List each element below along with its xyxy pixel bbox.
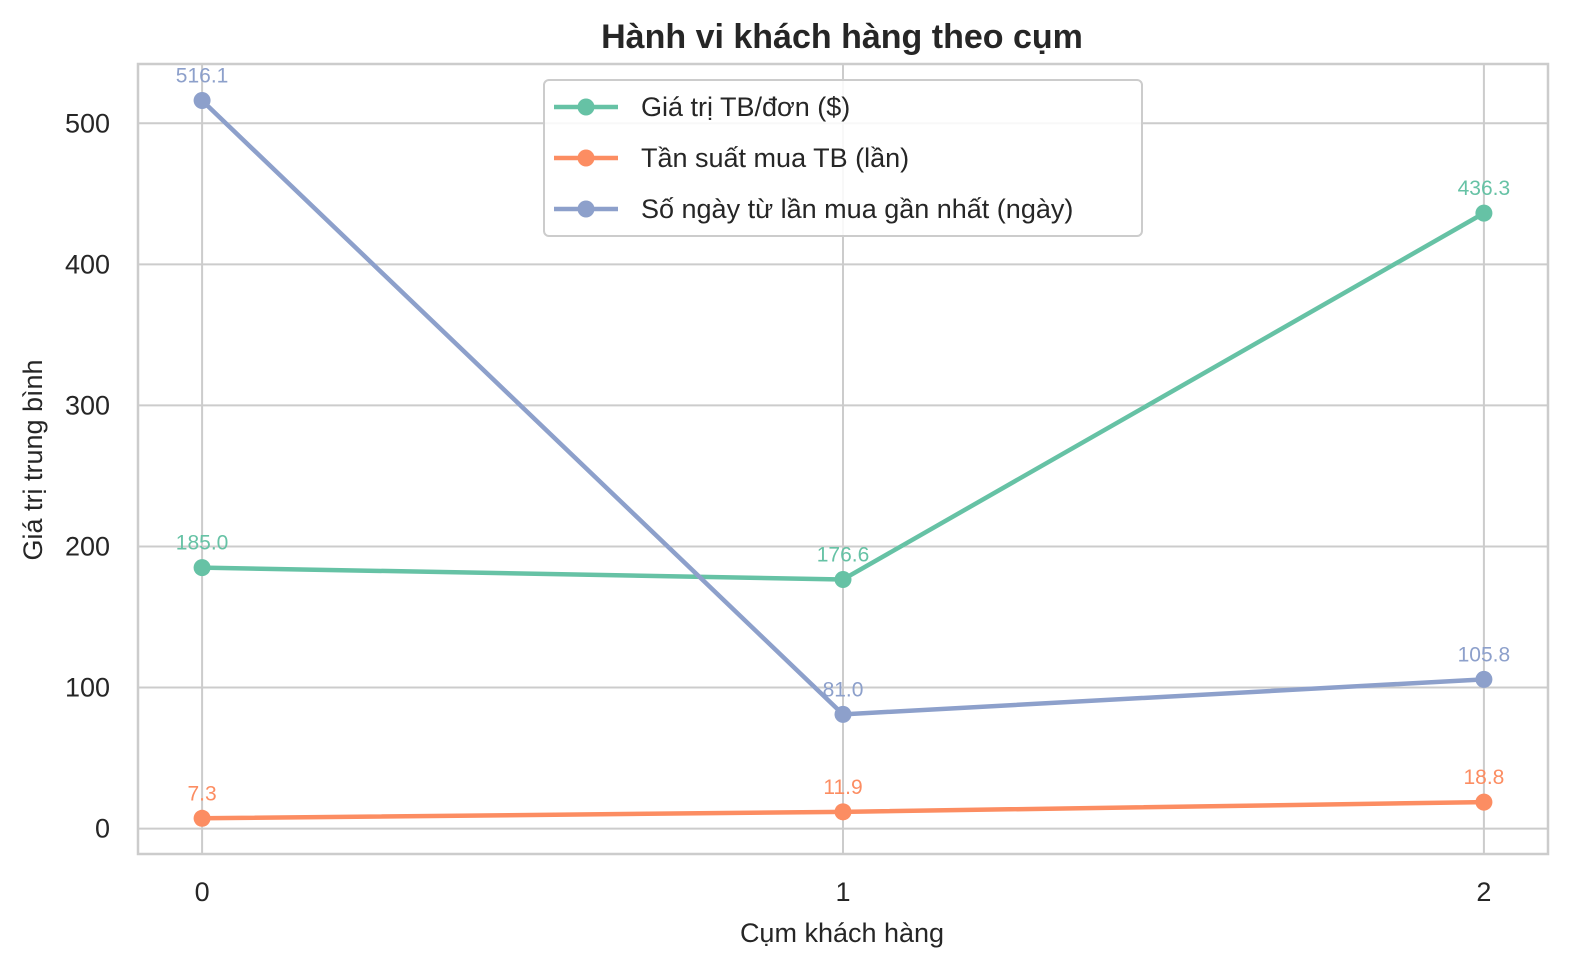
data-point xyxy=(834,803,852,821)
y-axis-label: Giá trị trung bình xyxy=(18,359,48,560)
legend-box xyxy=(543,79,1143,237)
plot-frame xyxy=(136,62,1550,856)
data-point xyxy=(1475,670,1493,688)
legend-label: Tần suất mua TB (lần) xyxy=(641,143,909,173)
data-label: 81.0 xyxy=(823,678,864,701)
legend: Giá trị TB/đơn ($) Tần suất mua TB (lần) S… xyxy=(543,79,1143,237)
y-tick-label: 200 xyxy=(65,531,110,561)
x-axis-label: Cụm khách hàng xyxy=(740,918,944,948)
legend-item-1: Tần suất mua TB (lần) xyxy=(554,143,909,173)
series-1: 7.3 11.9 18.8 xyxy=(187,766,1504,827)
data-label: 11.9 xyxy=(823,776,862,799)
data-label: 7.3 xyxy=(187,782,216,805)
x-tick-label: 0 xyxy=(195,877,210,907)
legend-marker xyxy=(577,200,595,218)
data-point xyxy=(834,570,852,588)
chart-title: Hành vi khách hàng theo cụm xyxy=(601,18,1083,56)
legend-item-0: Giá trị TB/đơn ($) xyxy=(554,92,850,122)
ticks-layer: 0 100 200 300 400 500 0 1 2 xyxy=(65,108,1491,907)
data-point xyxy=(193,92,211,110)
legend-item-2: Số ngày từ lần mua gần nhất (ngày) xyxy=(554,194,1073,224)
data-point xyxy=(193,809,211,827)
data-point xyxy=(193,559,211,577)
series-layer: 185.0 176.6 436.3 7.3 11.9 18.8 516.1 81.0 105.8 xyxy=(176,65,1510,827)
series-0: 185.0 176.6 436.3 xyxy=(176,177,1510,588)
data-label: 105.8 xyxy=(1458,643,1511,666)
x-tick-label: 2 xyxy=(1476,877,1491,907)
legend-label: Số ngày từ lần mua gần nhất (ngày) xyxy=(641,194,1073,224)
y-tick-label: 400 xyxy=(65,249,110,279)
series-2: 516.1 81.0 105.8 xyxy=(176,65,1510,723)
data-label: 516.1 xyxy=(176,65,229,88)
data-point xyxy=(1475,204,1493,222)
legend-label: Giá trị TB/đơn ($) xyxy=(641,92,850,122)
data-point xyxy=(1475,793,1493,811)
data-point xyxy=(834,705,852,723)
legend-marker xyxy=(577,149,595,167)
y-tick-label: 500 xyxy=(65,108,110,138)
legend-marker xyxy=(577,98,595,116)
x-tick-label: 1 xyxy=(835,877,850,907)
data-label: 185.0 xyxy=(176,532,229,555)
data-label: 436.3 xyxy=(1458,177,1511,200)
y-tick-label: 300 xyxy=(65,390,110,420)
y-tick-label: 0 xyxy=(95,814,110,844)
y-tick-label: 100 xyxy=(65,673,110,703)
data-label: 176.6 xyxy=(817,543,870,566)
data-label: 18.8 xyxy=(1463,766,1504,789)
